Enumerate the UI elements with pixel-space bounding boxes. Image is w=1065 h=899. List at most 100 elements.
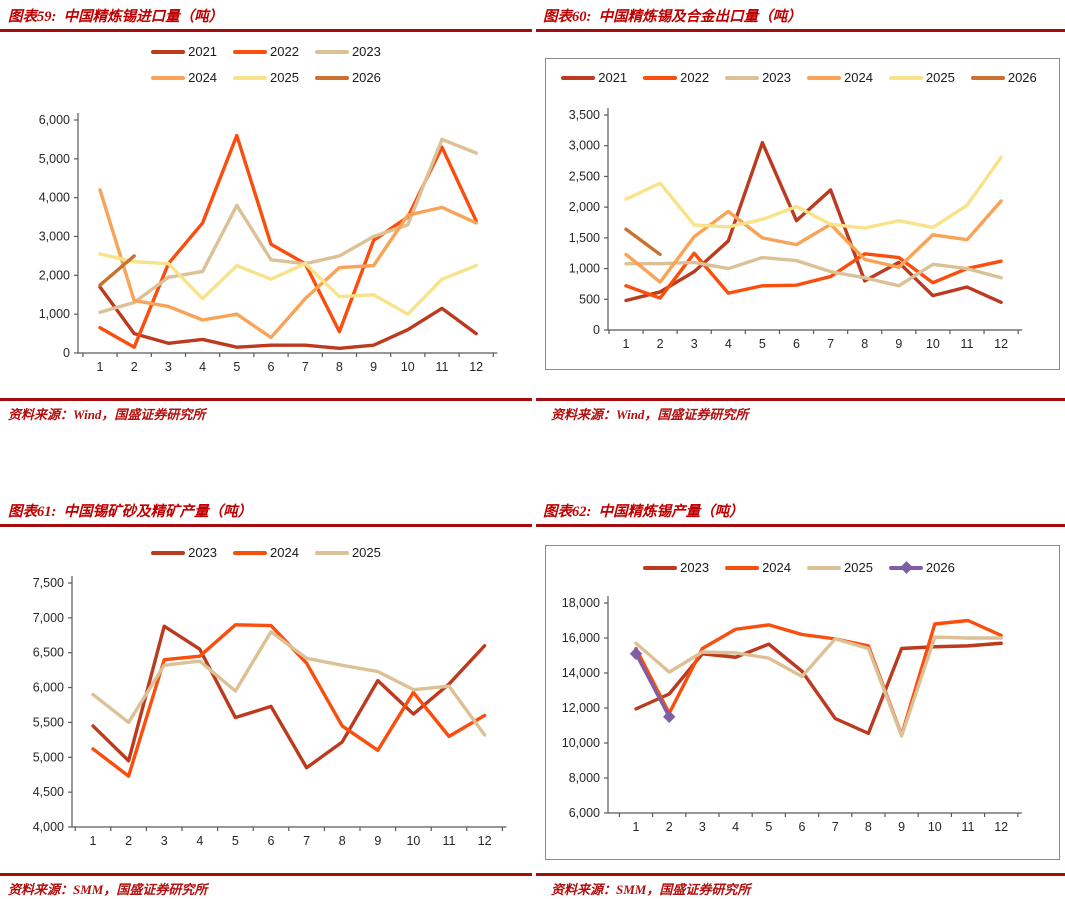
series-line-2025 [624, 155, 1003, 230]
figure-60: 图表60: 中国精炼锡及合金出口量（吨） 2021 2022 2023 2024 202… [533, 0, 1065, 430]
legend-line-swatch [725, 565, 760, 570]
legend-row: 2021 2022 2023 [151, 44, 381, 59]
y-tick-label: 18,000 [562, 596, 600, 610]
legend-row: 2023 2024 2025 [151, 545, 381, 560]
x-tick-label: 5 [233, 360, 240, 374]
x-tick-label: 9 [898, 820, 905, 834]
x-tick-label: 12 [478, 834, 492, 848]
y-tick-label: 1,500 [569, 231, 600, 245]
x-tick-label: 9 [374, 834, 381, 848]
legend: 2021 2022 2023 2024 2025 2026 [533, 70, 1065, 85]
legend-label: 2021 [188, 44, 218, 59]
legend-row: 2023 2024 2025 2026 [643, 560, 955, 575]
legend-line-swatch [233, 550, 268, 555]
diamond-marker [662, 710, 676, 723]
x-tick-label: 8 [339, 834, 346, 848]
y-tick-label: 2,000 [569, 200, 600, 214]
legend-label: 2026 [925, 560, 955, 575]
source-rule [0, 873, 532, 876]
x-tick-label: 10 [401, 360, 415, 374]
y-tick-label: 1,000 [39, 307, 70, 321]
y-tick-label: 2,000 [39, 268, 70, 282]
y-tick-label: 5,000 [33, 750, 64, 764]
x-tick-label: 3 [165, 360, 172, 374]
x-tick-label: 11 [961, 337, 974, 351]
legend: 2021 2022 2023 2024 2025 2026 [0, 44, 532, 85]
x-tick-label: 7 [832, 820, 839, 834]
legend-item-2024: 2024 [725, 560, 791, 575]
legend-item-2024: 2024 [807, 70, 873, 85]
x-tick-label: 3 [699, 820, 706, 834]
x-tick-label: 3 [161, 834, 168, 848]
x-tick-label: 1 [90, 834, 97, 848]
legend-line-swatch [151, 550, 186, 555]
y-tick-label: 3,000 [39, 230, 70, 244]
legend-item-2026: 2026 [314, 70, 381, 85]
series-line-2024 [634, 618, 1003, 737]
x-tick-label: 7 [303, 834, 310, 848]
y-tick-label: 4,000 [39, 191, 70, 205]
series-line-2023 [624, 255, 1003, 288]
legend-line-swatch [233, 75, 268, 80]
legend-line-swatch [151, 49, 186, 54]
legend-line-swatch [151, 75, 186, 80]
title-rule [0, 524, 532, 527]
plot-frame [545, 545, 1060, 860]
series-line-2023 [98, 137, 478, 314]
legend-label: 2025 [925, 70, 955, 85]
legend-item-2023: 2023 [151, 545, 217, 560]
legend-line-swatch [233, 49, 268, 54]
x-tick-label: 6 [268, 834, 275, 848]
legend-label: 2023 [680, 560, 710, 575]
diamond-marker [629, 647, 643, 660]
series-line-2023 [91, 624, 487, 770]
figure-title: 图表60: 中国精炼锡及合金出口量（吨） [543, 9, 802, 25]
y-tick-label: 6,000 [33, 681, 64, 695]
legend-line-swatch [643, 75, 678, 80]
legend-label: 2024 [270, 545, 299, 560]
y-tick-label: 6,000 [569, 806, 600, 820]
y-tick-label: 7,000 [33, 611, 64, 625]
series-line-2025 [634, 635, 1003, 738]
legend-item-2025: 2025 [233, 70, 299, 85]
x-tick-label: 8 [865, 820, 872, 834]
series-line-2026 [634, 652, 671, 719]
legend-line-swatch [807, 75, 841, 80]
legend-line-swatch [314, 550, 349, 555]
legend-item-2024: 2024 [233, 545, 299, 560]
legend-label: 2024 [844, 70, 873, 85]
y-tick-label: 14,000 [562, 666, 600, 680]
y-tick-label: 5,500 [33, 715, 64, 729]
x-tick-label: 12 [994, 820, 1008, 834]
legend-item-2026: 2026 [970, 70, 1037, 85]
x-tick-label: 2 [125, 834, 132, 848]
figure-61: 图表61: 中国锡矿砂及精矿产量（吨） 2023 2024 2025 4,000 4,… [0, 495, 532, 899]
legend-line-swatch [888, 75, 923, 80]
series-line-2025 [98, 252, 478, 316]
series-line-2024 [98, 188, 478, 340]
legend-row: 2024 2025 2026 [151, 70, 381, 85]
legend-item-2025: 2025 [314, 545, 381, 560]
series-line-2024 [91, 623, 487, 778]
y-tick-label: 3,500 [569, 108, 600, 122]
x-tick-label: 5 [759, 337, 766, 351]
legend-label: 2025 [270, 70, 299, 85]
y-tick-label: 0 [593, 323, 600, 337]
source-note: 资料来源：SMM，国盛证券研究所 [8, 882, 208, 897]
x-tick-label: 2 [131, 360, 138, 374]
figure-62: 图表62: 中国精炼锡产量（吨） 2023 2024 2025 2026 6,000 8… [533, 495, 1065, 899]
y-tick-label: 2,500 [569, 169, 600, 183]
x-tick-label: 6 [793, 337, 800, 351]
y-tick-label: 7,500 [33, 576, 64, 590]
source-note: 资料来源：Wind，国盛证券研究所 [551, 407, 749, 422]
legend-label: 2023 [762, 70, 791, 85]
figure-59: 图表59: 中国精炼锡进口量（吨） 2021 2022 2023 2024 2025 20… [0, 0, 532, 430]
x-tick-label: 9 [370, 360, 377, 374]
y-tick-label: 12,000 [562, 701, 600, 715]
series-line-2025 [91, 630, 487, 737]
y-tick-label: 5,000 [39, 152, 70, 166]
x-tick-label: 4 [725, 337, 732, 351]
legend-line-swatch [807, 565, 841, 570]
